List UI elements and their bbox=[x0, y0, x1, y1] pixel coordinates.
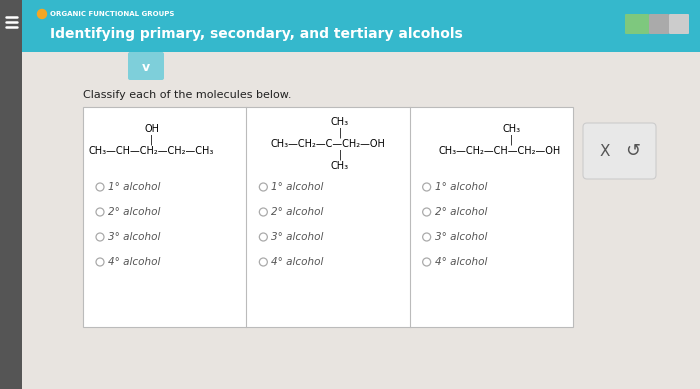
Text: 2° alcohol: 2° alcohol bbox=[108, 207, 160, 217]
Text: ↺: ↺ bbox=[625, 142, 640, 160]
Text: Classify each of the molecules below.: Classify each of the molecules below. bbox=[83, 90, 291, 100]
Text: |: | bbox=[150, 135, 153, 145]
Text: CH₃: CH₃ bbox=[503, 124, 521, 134]
Text: 2° alcohol: 2° alcohol bbox=[435, 207, 487, 217]
FancyBboxPatch shape bbox=[649, 14, 669, 34]
Text: 4° alcohol: 4° alcohol bbox=[108, 257, 160, 267]
FancyBboxPatch shape bbox=[128, 52, 164, 80]
Text: 3° alcohol: 3° alcohol bbox=[435, 232, 487, 242]
FancyBboxPatch shape bbox=[583, 123, 656, 179]
Text: |: | bbox=[338, 128, 342, 138]
Text: CH₃: CH₃ bbox=[331, 117, 349, 127]
Text: CH₃—CH₂—CH—CH₂—OH: CH₃—CH₂—CH—CH₂—OH bbox=[438, 146, 561, 156]
Text: 1° alcohol: 1° alcohol bbox=[435, 182, 487, 192]
Text: Identifying primary, secondary, and tertiary alcohols: Identifying primary, secondary, and tert… bbox=[50, 27, 463, 41]
Text: 1° alcohol: 1° alcohol bbox=[272, 182, 323, 192]
Text: 3° alcohol: 3° alcohol bbox=[272, 232, 323, 242]
Text: 1° alcohol: 1° alcohol bbox=[108, 182, 160, 192]
Text: |: | bbox=[338, 150, 342, 160]
Text: v: v bbox=[142, 61, 150, 74]
Text: 3° alcohol: 3° alcohol bbox=[108, 232, 160, 242]
FancyBboxPatch shape bbox=[22, 0, 700, 52]
Text: OH: OH bbox=[144, 124, 159, 134]
Text: 4° alcohol: 4° alcohol bbox=[272, 257, 323, 267]
Text: |: | bbox=[510, 135, 513, 145]
Text: 2° alcohol: 2° alcohol bbox=[272, 207, 323, 217]
FancyBboxPatch shape bbox=[0, 0, 22, 389]
FancyBboxPatch shape bbox=[83, 107, 573, 327]
Text: CH₃—CH₂—C—CH₂—OH: CH₃—CH₂—C—CH₂—OH bbox=[271, 139, 386, 149]
Text: CH₃: CH₃ bbox=[331, 161, 349, 171]
Text: X: X bbox=[600, 144, 610, 158]
FancyBboxPatch shape bbox=[669, 14, 689, 34]
Text: CH₃—CH—CH₂—CH₂—CH₃: CH₃—CH—CH₂—CH₂—CH₃ bbox=[89, 146, 214, 156]
FancyBboxPatch shape bbox=[22, 52, 700, 389]
Text: 4° alcohol: 4° alcohol bbox=[435, 257, 487, 267]
Text: ORGANIC FUNCTIONAL GROUPS: ORGANIC FUNCTIONAL GROUPS bbox=[50, 11, 174, 17]
Circle shape bbox=[38, 9, 46, 19]
FancyBboxPatch shape bbox=[625, 14, 649, 34]
